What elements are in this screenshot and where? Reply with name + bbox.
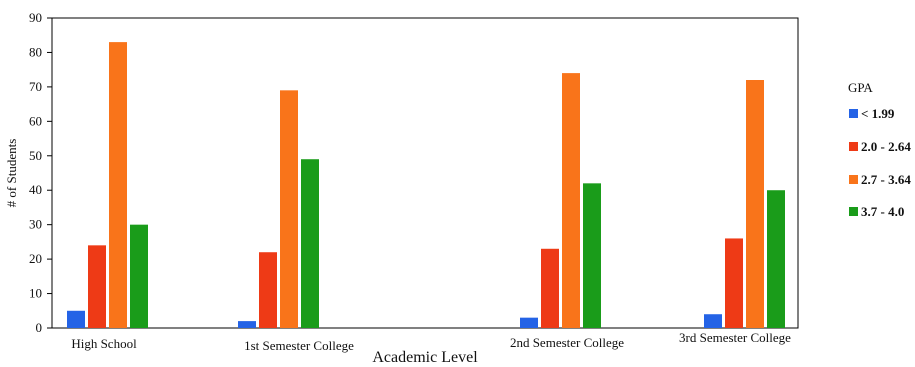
bar bbox=[725, 238, 743, 328]
bar bbox=[583, 183, 601, 328]
legend-label: 2.7 - 3.64 bbox=[861, 172, 911, 187]
bar bbox=[238, 321, 256, 328]
bar bbox=[704, 314, 722, 328]
bar bbox=[301, 159, 319, 328]
y-tick-label: 90 bbox=[29, 10, 42, 25]
legend-label: 3.7 - 4.0 bbox=[861, 204, 904, 219]
bar bbox=[88, 245, 106, 328]
bar bbox=[67, 310, 85, 328]
bar bbox=[280, 90, 298, 328]
legend-label: 2.0 - 2.64 bbox=[861, 139, 911, 154]
x-tick-label: High School bbox=[71, 336, 137, 351]
y-tick-label: 70 bbox=[29, 79, 42, 94]
y-tick-label: 40 bbox=[29, 182, 42, 197]
bar bbox=[562, 73, 580, 328]
legend: < 1.99 2.0 - 2.64 2.7 - 3.64 3.7 - 4.0 bbox=[849, 106, 911, 219]
y-tick-label: 30 bbox=[29, 217, 42, 232]
legend-swatch bbox=[849, 207, 858, 216]
legend-swatch bbox=[849, 142, 858, 151]
y-tick-label: 50 bbox=[29, 148, 42, 163]
x-tick-label: 2nd Semester College bbox=[510, 335, 624, 350]
legend-title: GPA bbox=[848, 80, 873, 95]
y-tick-label: 0 bbox=[36, 320, 43, 335]
legend-swatch bbox=[849, 109, 858, 118]
legend-label: < 1.99 bbox=[861, 106, 895, 121]
bar bbox=[746, 80, 764, 328]
y-tick-label: 10 bbox=[29, 286, 42, 301]
x-tick-label: 1st Semester College bbox=[244, 338, 354, 353]
bar bbox=[767, 190, 785, 328]
y-tick-label: 80 bbox=[29, 44, 42, 59]
x-axis-title: Academic Level bbox=[372, 349, 478, 366]
bar bbox=[130, 224, 148, 328]
plot-area bbox=[51, 17, 799, 329]
y-tick-label: 60 bbox=[29, 113, 42, 128]
x-tick-label: 3rd Semester College bbox=[679, 330, 791, 345]
bar bbox=[259, 252, 277, 328]
bar bbox=[520, 317, 538, 328]
y-axis-title: # of Students bbox=[4, 139, 19, 208]
y-tick-label: 20 bbox=[29, 251, 42, 266]
bar bbox=[541, 248, 559, 328]
bar bbox=[109, 42, 127, 328]
legend-swatch bbox=[849, 175, 858, 184]
